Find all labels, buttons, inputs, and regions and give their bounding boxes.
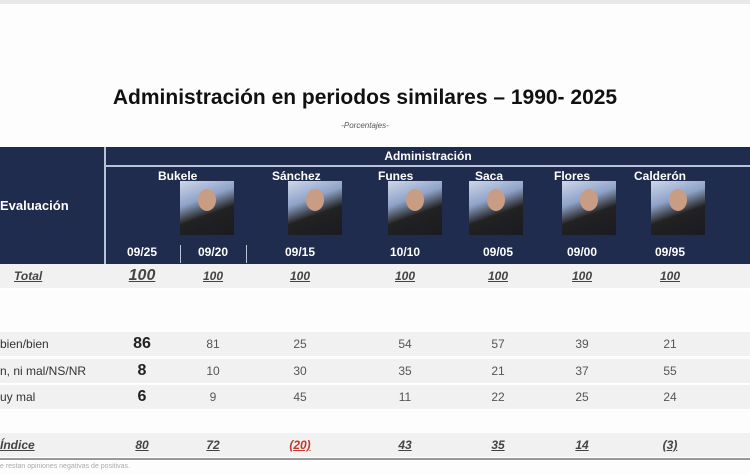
table-cell: 57	[491, 337, 505, 351]
table-cell: 8	[137, 362, 147, 379]
evaluation-label: Evaluación	[0, 198, 69, 213]
president-name: Funes	[378, 169, 414, 183]
table-cell: 6	[137, 388, 147, 405]
survey-date: 09/20	[197, 245, 229, 259]
table-cell: 21	[491, 364, 505, 378]
table-row: Total 100 100 100 100 100 100 100	[0, 264, 750, 289]
president-photo	[180, 181, 234, 235]
president-name: Bukele	[158, 169, 198, 183]
table-cell: 25	[293, 337, 307, 351]
table-cell: 30	[293, 364, 307, 378]
table-cell: 55	[663, 364, 677, 378]
president-name: Calderón	[634, 169, 687, 183]
table-cell: 43	[398, 438, 412, 452]
table-cell: 54	[398, 337, 412, 351]
row-label: bien/bien	[0, 337, 49, 351]
table-cell: 10	[206, 364, 220, 378]
table-cell: (3)	[662, 438, 678, 452]
president-photo	[651, 181, 705, 235]
survey-date: 09/25	[126, 245, 158, 259]
table-row: uy mal 6 9 45 11 22 25 24	[0, 385, 750, 410]
table-cell: 100	[202, 269, 224, 283]
table-row: Índice 80 72 (20) 43 35 14 (3)	[0, 433, 750, 458]
table-cell: 37	[575, 364, 589, 378]
president-name: Flores	[554, 169, 591, 183]
table-header: Evaluación Administración Bukele Sánchez…	[0, 147, 750, 264]
table-bottom-border	[0, 458, 750, 460]
table-cell: 80	[135, 438, 149, 452]
table-cell: 25	[575, 390, 589, 404]
evaluation-header: Evaluación	[0, 147, 106, 264]
row-label: n, ni mal/NS/NR	[0, 364, 87, 378]
table-cell: 86	[133, 335, 151, 352]
row-label: Total	[14, 269, 43, 283]
survey-date: 09/00	[566, 245, 598, 259]
table-cell: 14	[575, 438, 589, 452]
table-cell: 100	[394, 269, 416, 283]
president-name: Saca	[475, 169, 504, 183]
table-cell: (20)	[289, 438, 311, 452]
survey-date: 09/15	[284, 245, 316, 259]
table-cell: 39	[575, 337, 589, 351]
column-separator	[180, 245, 181, 263]
survey-date: 09/95	[654, 245, 686, 259]
column-separator	[246, 245, 247, 263]
president-photo	[388, 181, 442, 235]
president-photo	[562, 181, 616, 235]
top-border	[0, 0, 750, 4]
table-cell: 100	[571, 269, 593, 283]
survey-date: 10/10	[389, 245, 421, 259]
administration-header: Administración	[106, 147, 750, 167]
table-cell: 45	[293, 390, 307, 404]
president-photo	[469, 181, 523, 235]
table-cell: 100	[659, 269, 681, 283]
table-cell: 24	[663, 390, 677, 404]
table-cell: 100	[128, 267, 156, 284]
table-row: bien/bien 86 81 25 54 57 39 21	[0, 332, 750, 357]
president-photo	[288, 181, 342, 235]
footnote: e restan opiniones negativas de positiva…	[0, 463, 130, 470]
table-cell: 81	[206, 337, 220, 351]
table-cell: 100	[487, 269, 509, 283]
table-row: n, ni mal/NS/NR 8 10 30 35 21 37 55	[0, 359, 750, 384]
president-name: Sánchez	[272, 169, 321, 183]
table-cell: 72	[206, 438, 220, 452]
table-cell: 22	[491, 390, 505, 404]
table-cell: 9	[209, 390, 217, 404]
row-label: uy mal	[0, 390, 36, 404]
table-cell: 11	[398, 390, 412, 404]
subtitle: -Porcentajes-	[341, 121, 389, 130]
row-label: Índice	[0, 438, 35, 452]
survey-date: 09/05	[482, 245, 514, 259]
page-title: Administración en periodos similares – 1…	[112, 86, 618, 109]
table-cell: 35	[398, 364, 412, 378]
table-cell: 21	[663, 337, 677, 351]
table-cell: 100	[289, 269, 311, 283]
table-cell: 35	[491, 438, 505, 452]
